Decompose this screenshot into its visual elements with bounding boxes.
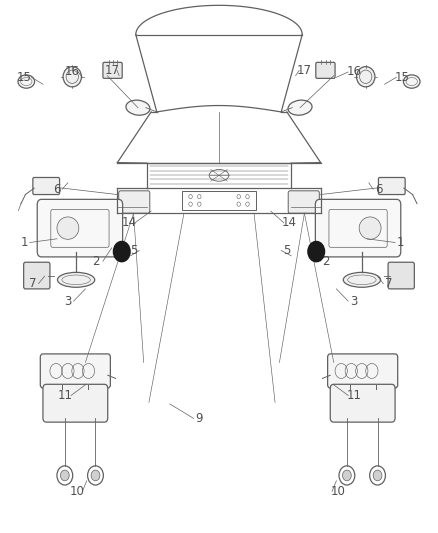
Ellipse shape <box>359 217 381 239</box>
Text: 2: 2 <box>92 255 100 268</box>
Ellipse shape <box>63 67 81 87</box>
Circle shape <box>91 470 100 481</box>
Ellipse shape <box>57 272 95 287</box>
Text: 3: 3 <box>64 295 71 308</box>
Text: 6: 6 <box>53 183 61 196</box>
Ellipse shape <box>357 67 375 87</box>
Ellipse shape <box>403 75 420 88</box>
Circle shape <box>373 470 382 481</box>
Text: 16: 16 <box>346 66 361 78</box>
Ellipse shape <box>343 272 381 287</box>
Text: 15: 15 <box>395 71 410 84</box>
FancyBboxPatch shape <box>43 384 108 422</box>
Circle shape <box>308 241 325 262</box>
FancyBboxPatch shape <box>40 354 110 388</box>
FancyBboxPatch shape <box>328 354 398 388</box>
FancyBboxPatch shape <box>37 199 123 257</box>
Text: 17: 17 <box>297 64 312 77</box>
Ellipse shape <box>18 75 35 88</box>
Text: 1: 1 <box>20 236 28 249</box>
Text: 7: 7 <box>385 277 393 290</box>
FancyBboxPatch shape <box>378 177 405 195</box>
FancyBboxPatch shape <box>288 191 319 213</box>
Text: 10: 10 <box>69 485 84 498</box>
Text: 9: 9 <box>195 412 203 425</box>
Circle shape <box>113 241 130 262</box>
Text: 5: 5 <box>283 244 290 257</box>
Bar <box>182 191 256 210</box>
Ellipse shape <box>288 100 312 115</box>
Text: 15: 15 <box>17 71 32 84</box>
Text: 1: 1 <box>397 236 405 249</box>
FancyBboxPatch shape <box>103 62 122 78</box>
Ellipse shape <box>126 100 150 115</box>
FancyBboxPatch shape <box>24 262 50 289</box>
Text: 14: 14 <box>282 216 297 229</box>
Text: 11: 11 <box>346 389 361 402</box>
Circle shape <box>343 470 351 481</box>
FancyBboxPatch shape <box>330 384 395 422</box>
Text: 11: 11 <box>57 389 72 402</box>
FancyBboxPatch shape <box>315 199 401 257</box>
FancyBboxPatch shape <box>33 177 60 195</box>
Text: 2: 2 <box>322 255 330 268</box>
Ellipse shape <box>57 217 79 239</box>
Text: 10: 10 <box>331 485 346 498</box>
Circle shape <box>60 470 69 481</box>
Text: 16: 16 <box>65 66 80 78</box>
FancyBboxPatch shape <box>119 191 150 213</box>
Text: 17: 17 <box>104 64 119 77</box>
FancyBboxPatch shape <box>316 62 335 78</box>
Text: 5: 5 <box>130 244 137 257</box>
Text: 14: 14 <box>122 216 137 229</box>
Text: 6: 6 <box>375 183 383 196</box>
FancyBboxPatch shape <box>388 262 414 289</box>
Text: 7: 7 <box>29 277 37 290</box>
Text: 3: 3 <box>350 295 357 308</box>
